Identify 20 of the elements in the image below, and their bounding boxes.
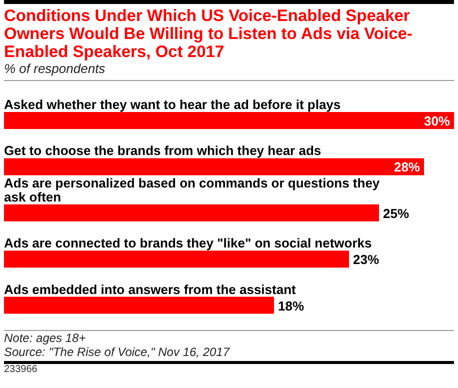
data-label: 25% xyxy=(383,206,410,221)
data-label: 23% xyxy=(353,252,380,268)
bar xyxy=(4,204,379,222)
text: 233966 xyxy=(4,361,454,375)
data-label: 28% xyxy=(394,160,420,175)
y-tick-label: Ads are personalized based on commands or questions they ask often xyxy=(4,175,380,204)
source-note: Source: "The Rise of Voice," Nov 16, 2017 xyxy=(4,345,231,359)
y-tick-label: Ads embedded into answers from the assistant xyxy=(4,282,297,297)
y-tick-label: Get to choose the brands from which they hear ads xyxy=(4,143,322,158)
bar xyxy=(4,250,349,268)
y-tick-label: Ads are connected to brands they "like" on social networks xyxy=(4,236,372,251)
data-label: 30% xyxy=(424,114,450,128)
bar xyxy=(4,112,454,129)
bar xyxy=(4,158,424,176)
chart-subtitle: % of respondents xyxy=(4,61,454,81)
y-tick-label: Asked whether they want to hear the ad before it plays xyxy=(4,97,341,112)
data-label: 18% xyxy=(278,298,304,314)
text: Note: ages 18+ xyxy=(4,331,87,345)
bar xyxy=(4,296,274,314)
chart-title: Conditions Under Which US Voice-Enabled Speaker Owners Would Be Willing to Listen to Ads via Voice-Enabled Speakers, Oct 2017 xyxy=(3,6,414,61)
